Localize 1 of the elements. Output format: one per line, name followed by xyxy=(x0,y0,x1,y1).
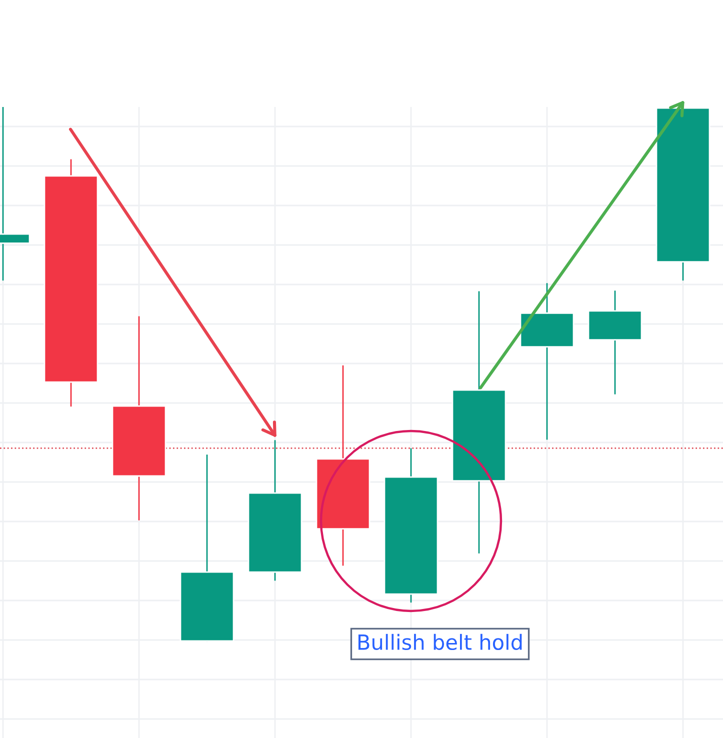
annotation: Bullish belt hold xyxy=(358,634,522,650)
